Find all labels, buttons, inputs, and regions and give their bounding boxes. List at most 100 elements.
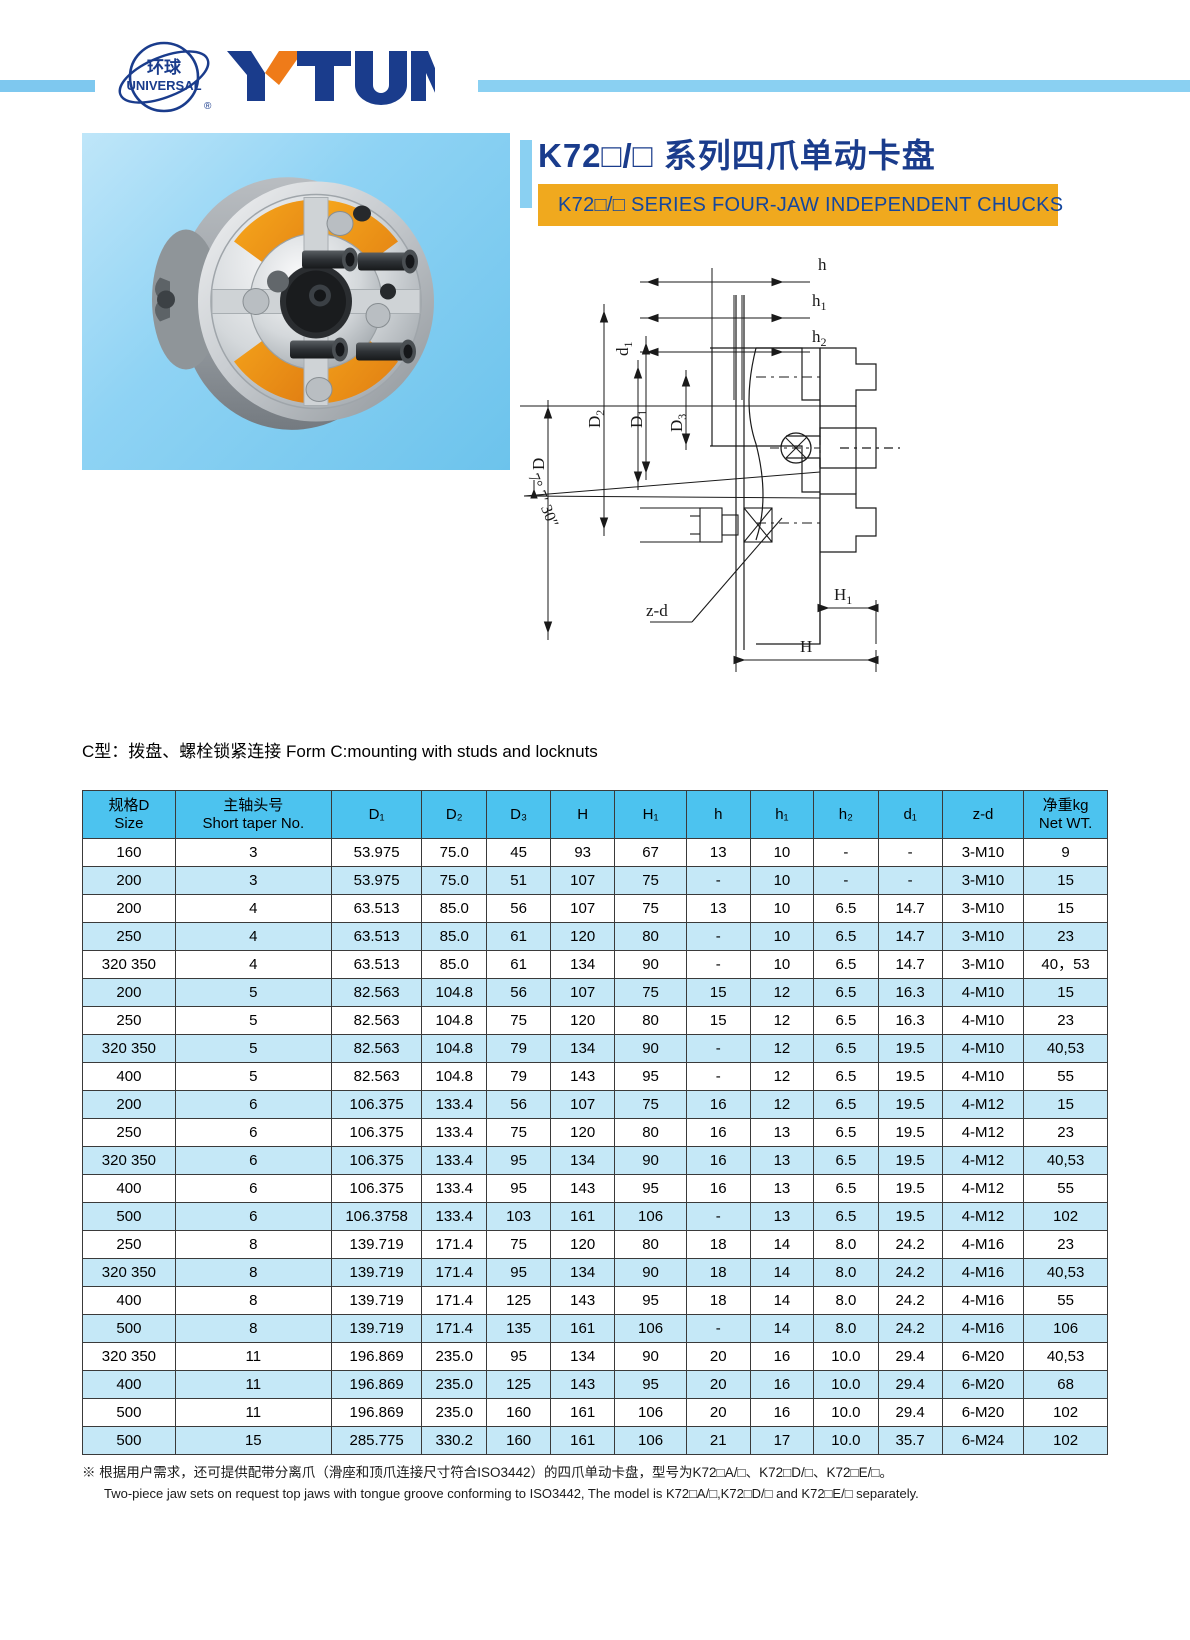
table-row: 250 8 139.719 171.4 75 120 80 18 14 8.0 24.2 4-M16 2… (82, 1230, 1108, 1259)
table-cell: 40,53 (1023, 1146, 1108, 1175)
table-cell: 24.2 (877, 1258, 943, 1287)
table-cell: 82.563 (330, 1034, 423, 1063)
table-cell: 29.4 (877, 1370, 943, 1399)
table-cell: 8.0 (813, 1286, 879, 1315)
footnote: ※ 根据用户需求，还可提供配带分离爪（滑座和顶爪连接尺寸符合ISO3442）的四… (82, 1462, 1112, 1504)
table-cell: 4-M12 (941, 1174, 1025, 1203)
table-cell: 15 (1023, 978, 1108, 1007)
table-cell: 8.0 (813, 1258, 879, 1287)
table-cell: 75 (486, 1006, 552, 1035)
table-cell: 235.0 (421, 1370, 488, 1399)
table-cell: 12 (749, 1006, 815, 1035)
table-cell: 250 (82, 1006, 176, 1035)
table-cell: 80 (614, 1118, 687, 1147)
table-cell: 104.8 (421, 1006, 488, 1035)
table-cell: 75 (486, 1118, 552, 1147)
table-row: 320 350 11 196.869 235.0 95 134 90 20 16 10.0 29.4… (82, 1342, 1108, 1371)
table-cell: - (685, 1062, 751, 1091)
table-cell: 235.0 (421, 1342, 488, 1371)
col-header-9: h₂ (813, 790, 879, 839)
table-cell: 19.5 (877, 1202, 943, 1231)
col-header-cn: 主轴头号 (223, 797, 284, 815)
table-row: 400 8 139.719 171.4 125 143 95 18 14 8.0 24.2 4-M16… (82, 1286, 1108, 1315)
form-caption: C型：拨盘、螺栓锁紧连接 Form C:mounting with studs … (82, 742, 598, 761)
col-header-cn: 规格D (108, 797, 150, 815)
col-header-cn: H₁ (642, 805, 659, 823)
table-cell: 82.563 (330, 978, 423, 1007)
table-cell: 107 (550, 866, 616, 895)
table-cell: 5 (174, 978, 332, 1007)
table-cell: 11 (174, 1398, 332, 1427)
col-header-6: H₁ (614, 790, 687, 839)
table-cell: 161 (550, 1426, 616, 1455)
table-cell: 133.4 (421, 1090, 488, 1119)
table-cell: - (813, 866, 879, 895)
table-cell: 5 (174, 1006, 332, 1035)
spec-table-body: 160 3 53.975 75.0 45 93 67 13 10- -3-M10 9 200 3 53.9… (82, 838, 1108, 1455)
spec-table: 规格D Size 主轴头号 Short taper No. D₁ D₂ D₃ H H₁ h h₁ h₂… (82, 790, 1108, 1455)
table-cell: 8 (174, 1286, 332, 1315)
table-cell: 106 (1023, 1314, 1108, 1343)
table-cell: 24.2 (877, 1230, 943, 1259)
table-cell: 23 (1023, 1230, 1108, 1259)
table-cell: 90 (614, 950, 687, 979)
table-row: 250 5 82.563 104.8 75 120 80 15 12 6.5 16.3 4-M10 23 (82, 1006, 1108, 1035)
table-cell: 106.3758 (330, 1202, 423, 1231)
table-cell: 106.375 (330, 1090, 423, 1119)
table-row: 200 5 82.563 104.8 56 107 75 15 12 6.5 16.3 4-M10 15 (82, 978, 1108, 1007)
table-cell: 45 (486, 838, 552, 867)
table-cell: 85.0 (421, 894, 488, 923)
table-cell: 161 (550, 1314, 616, 1343)
table-cell: 24.2 (877, 1286, 943, 1315)
table-cell: 6 (174, 1202, 332, 1231)
col-header-cn: D₂ (445, 805, 463, 823)
table-cell: - (685, 950, 751, 979)
table-cell: 19.5 (877, 1090, 943, 1119)
table-cell: - (877, 866, 943, 895)
table-cell: 95 (614, 1062, 687, 1091)
table-cell: 133.4 (421, 1174, 488, 1203)
table-cell: 6.5 (813, 1174, 879, 1203)
table-cell: 103 (486, 1202, 552, 1231)
col-header-cn: 净重kg (1042, 797, 1089, 815)
table-cell: 80 (614, 1006, 687, 1035)
table-cell: 143 (550, 1286, 616, 1315)
table-cell: 120 (550, 1006, 616, 1035)
table-cell: 95 (486, 1342, 552, 1371)
table-cell: 95 (486, 1258, 552, 1287)
col-header-cn: h₁ (775, 805, 789, 823)
table-cell: 6 (174, 1146, 332, 1175)
table-cell: 16.3 (877, 1006, 943, 1035)
table-row: 250 6 106.375 133.4 75 120 80 16 13 6.5 19.5 4-M12 2… (82, 1118, 1108, 1147)
table-cell: 8.0 (813, 1314, 879, 1343)
spec-table-section: C型：拨盘、螺栓锁紧连接 Form C:mounting with studs … (82, 737, 1108, 1455)
table-cell: - (685, 1034, 751, 1063)
table-cell: 125 (486, 1286, 552, 1315)
table-cell: 9 (1023, 838, 1108, 867)
table-cell: 75 (614, 866, 687, 895)
table-cell: 14 (749, 1230, 815, 1259)
table-cell: 12 (749, 1062, 815, 1091)
table-row: 500 6 106.3758 133.4 103 161 106-13 6.5 19.5 4-M1… (82, 1202, 1108, 1231)
table-cell: 6-M20 (941, 1342, 1025, 1371)
table-cell: 15 (1023, 1090, 1108, 1119)
table-cell: 3-M10 (941, 950, 1025, 979)
table-cell: 82.563 (330, 1062, 423, 1091)
logo-en-text: UNIVERSAL (126, 78, 201, 93)
table-cell: 134 (550, 1146, 616, 1175)
table-cell: 134 (550, 950, 616, 979)
table-cell: 75 (614, 978, 687, 1007)
table-cell: 16 (749, 1370, 815, 1399)
table-cell: 320 350 (82, 1146, 176, 1175)
table-cell: 250 (82, 922, 176, 951)
table-cell: 106.375 (330, 1174, 423, 1203)
table-cell: 330.2 (421, 1426, 488, 1455)
table-cell: 16.3 (877, 978, 943, 1007)
table-cell: 104.8 (421, 1034, 488, 1063)
table-cell: 107 (550, 1090, 616, 1119)
col-header-cn: H (577, 805, 589, 823)
table-cell: 4-M12 (941, 1146, 1025, 1175)
col-header-11: z-d (941, 790, 1025, 839)
dim-label-H: H (800, 637, 812, 656)
table-cell: 10 (749, 950, 815, 979)
